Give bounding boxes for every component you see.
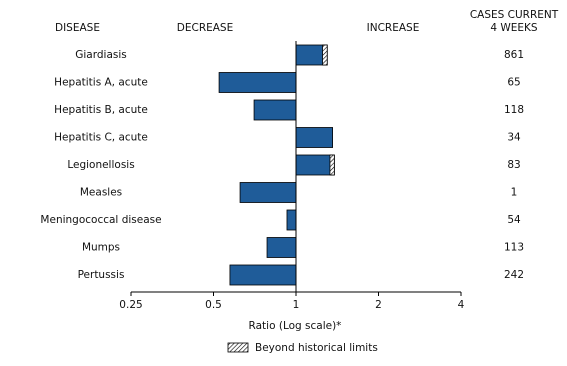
cases-value: 861 [504,49,524,61]
x-tick-label: 4 [458,299,465,311]
legend-swatch [227,342,249,353]
x-tick-label: 2 [375,299,382,311]
category-label: Meningococcal disease [40,214,161,226]
bar [253,99,297,121]
category-label: Mumps [82,242,120,254]
x-tick-label: 0.5 [205,299,222,311]
bar [218,72,297,93]
category-label: Hepatitis A, acute [54,77,148,89]
decrease-label: DECREASE [177,22,233,34]
cases-header: CASES CURRENT [470,9,559,21]
bar [239,182,297,203]
category-label: Giardiasis [75,49,127,61]
category-label: Measles [80,187,122,199]
x-tick-label: 1 [293,299,300,311]
cases-value: 118 [504,104,524,116]
bar [266,237,297,258]
bar [295,127,333,148]
cases-value: 113 [504,242,524,254]
cases-value: 242 [504,269,524,281]
x-axis-label: Ratio (Log scale)* [249,320,342,332]
category-label: Pertussis [78,269,125,281]
category-label: Legionellosis [67,159,134,171]
category-label: Hepatitis B, acute [54,104,148,116]
beyond-limits [329,154,335,176]
cases-value: 34 [507,132,521,144]
legend-label: Beyond historical limits [255,342,378,354]
increase-label: INCREASE [367,22,420,34]
bar [229,264,297,286]
beyond-limits [322,44,328,66]
cases-header: 4 WEEKS [490,22,538,34]
category-header: DISEASE [55,22,100,34]
cases-value: 65 [507,77,520,89]
category-label: Hepatitis C, acute [54,132,148,144]
cases-value: 83 [507,159,520,171]
cases-value: 54 [507,214,521,226]
bar [286,209,297,231]
x-tick-label: 0.25 [119,299,142,311]
bar [295,154,335,176]
cases-value: 1 [511,187,518,199]
